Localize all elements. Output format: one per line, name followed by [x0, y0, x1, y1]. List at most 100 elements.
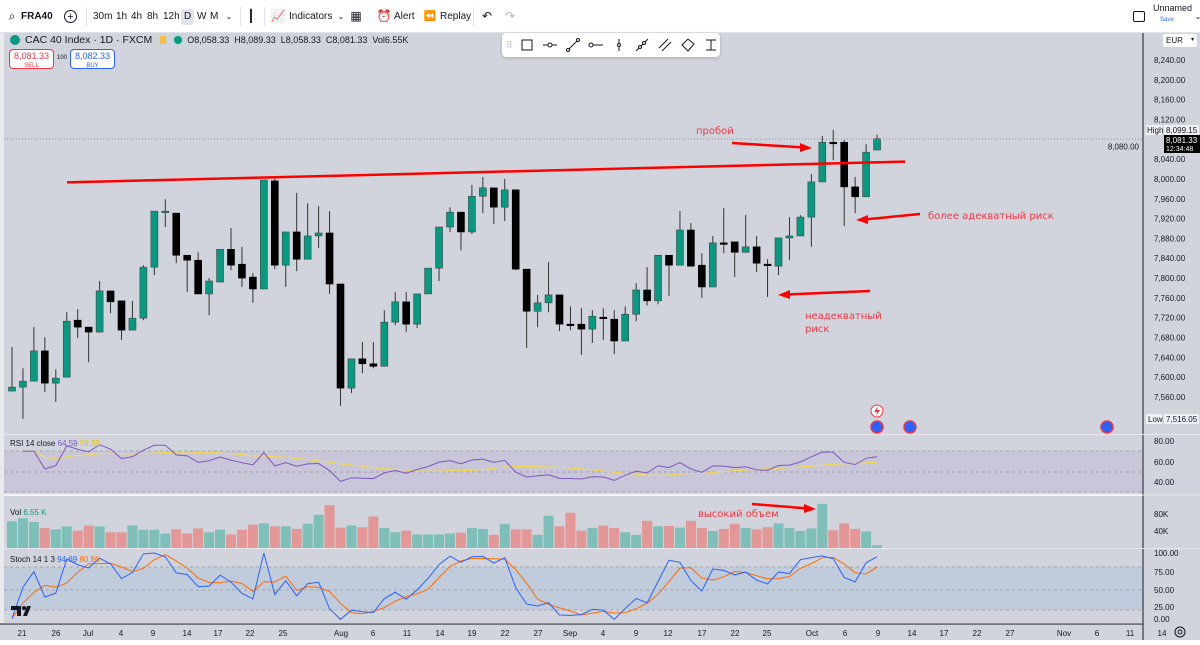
tradingview-logo[interactable] [11, 606, 31, 616]
indicators-button[interactable]: Indicators [289, 11, 333, 22]
candle[interactable] [698, 253, 706, 298]
candle[interactable] [741, 215, 750, 253]
candle[interactable] [347, 358, 356, 394]
candle[interactable] [566, 306, 575, 331]
candle[interactable] [183, 254, 191, 292]
candle[interactable] [117, 300, 126, 341]
candle[interactable] [172, 212, 181, 264]
candle[interactable] [588, 310, 597, 343]
redo-icon[interactable]: ↷ [504, 9, 516, 23]
candle[interactable] [150, 210, 159, 276]
chevron-down-icon[interactable]: ⌄ [225, 11, 233, 21]
candle[interactable] [730, 241, 739, 278]
drag-handle-icon[interactable]: ⠿ [506, 39, 513, 50]
candle[interactable] [249, 273, 257, 303]
candle[interactable] [292, 192, 301, 272]
alert-button[interactable]: Alert [394, 11, 415, 22]
candle[interactable] [270, 176, 279, 270]
parallel-channel-tool-icon[interactable] [657, 36, 674, 54]
candle[interactable] [654, 254, 662, 305]
candle[interactable] [807, 173, 816, 247]
interval-12h[interactable]: 12h [163, 11, 180, 22]
candle[interactable] [763, 259, 772, 297]
trendline-tool-icon[interactable] [565, 36, 582, 54]
horizontal-ray-tool-icon[interactable] [542, 36, 559, 54]
layout-name[interactable]: Unnamed [1153, 3, 1193, 13]
flag-icon[interactable] [160, 36, 167, 44]
inadequate-risk-annotation-line2[interactable]: риск [805, 324, 829, 335]
sell-button[interactable]: 8,081.33 SELL [9, 49, 54, 69]
candle[interactable] [205, 278, 213, 316]
candle[interactable] [402, 291, 411, 333]
ray-tool-icon[interactable] [588, 36, 605, 54]
candle[interactable] [128, 300, 137, 331]
inadequate-risk-annotation-line1[interactable]: неадекватный [805, 311, 882, 322]
candle[interactable] [62, 312, 71, 378]
layout-grid-icon[interactable]: ▦ [350, 9, 362, 23]
candle[interactable] [194, 252, 202, 295]
candle[interactable] [511, 189, 520, 271]
dividend-event-icon[interactable] [870, 420, 884, 434]
interval-1h[interactable]: 1h [116, 11, 128, 22]
candle[interactable] [227, 228, 235, 271]
candle[interactable] [446, 207, 454, 232]
candle[interactable] [862, 144, 870, 198]
high-volume-arrow[interactable] [751, 502, 816, 513]
candle[interactable] [752, 235, 761, 273]
candle[interactable] [325, 211, 334, 294]
buy-button[interactable]: 8,082.33 BUY [70, 49, 115, 69]
candle[interactable] [643, 267, 651, 306]
chevron-down-icon[interactable]: ⌄ [337, 11, 345, 21]
candle[interactable] [840, 139, 849, 227]
compare-plus-icon[interactable]: + [64, 10, 77, 23]
interval-m[interactable]: M [210, 11, 219, 22]
interval-8h[interactable]: 8h [147, 11, 159, 22]
candle[interactable] [687, 223, 695, 267]
high-volume-annotation[interactable]: высокий объем [698, 509, 779, 520]
candle[interactable] [51, 369, 60, 402]
candle[interactable] [785, 217, 794, 261]
undo-icon[interactable]: ↶ [481, 9, 493, 23]
replay-button[interactable]: Replay [440, 11, 472, 22]
candle[interactable] [260, 179, 268, 290]
candle[interactable] [468, 184, 476, 234]
candle[interactable] [8, 346, 16, 392]
candle[interactable] [314, 206, 323, 248]
candle[interactable] [380, 310, 389, 367]
candle[interactable] [369, 341, 378, 369]
candle[interactable] [391, 291, 400, 326]
candle[interactable] [719, 208, 728, 254]
candle[interactable] [829, 129, 838, 161]
candle[interactable] [708, 235, 717, 288]
candle[interactable] [774, 237, 783, 276]
candle[interactable] [424, 267, 432, 295]
candle[interactable] [457, 211, 465, 251]
candle[interactable] [610, 310, 619, 354]
candle[interactable] [73, 309, 82, 339]
interval-d-active[interactable]: D [181, 9, 195, 25]
interval-30m[interactable]: 30m [93, 11, 113, 22]
rsi-legend[interactable]: RSI 14 close 64.59 59.39 [10, 439, 100, 448]
save-link[interactable]: Save [1160, 17, 1174, 23]
candle[interactable] [30, 327, 38, 382]
candle[interactable] [238, 246, 246, 287]
candle[interactable] [577, 308, 586, 355]
candle[interactable] [621, 306, 630, 342]
adequate-risk-annotation[interactable]: более адекватный риск [928, 211, 1054, 222]
stoch-legend[interactable]: Stoch 14 1 3 94.69 80.86 [10, 555, 99, 564]
symbol-search[interactable]: FRA40 [21, 11, 53, 22]
candle[interactable] [479, 176, 487, 214]
vol-legend[interactable]: Vol 6.55 K [10, 508, 47, 517]
candle[interactable] [632, 283, 640, 322]
symbol-title[interactable]: CAC 40 Index · 1D · FXCM [25, 34, 153, 46]
candle[interactable] [413, 293, 421, 329]
candle[interactable] [41, 337, 49, 393]
candle[interactable] [19, 368, 27, 419]
layout-checkbox-icon[interactable] [1133, 11, 1145, 22]
rectangle-tool-icon[interactable] [519, 36, 536, 54]
breakout-arrow[interactable] [731, 141, 812, 152]
candle[interactable] [303, 203, 312, 260]
indicators-icon[interactable]: 📈 [270, 9, 286, 23]
candle[interactable] [599, 308, 608, 341]
candles-chart-type-icon[interactable]: ┃ [247, 9, 255, 23]
